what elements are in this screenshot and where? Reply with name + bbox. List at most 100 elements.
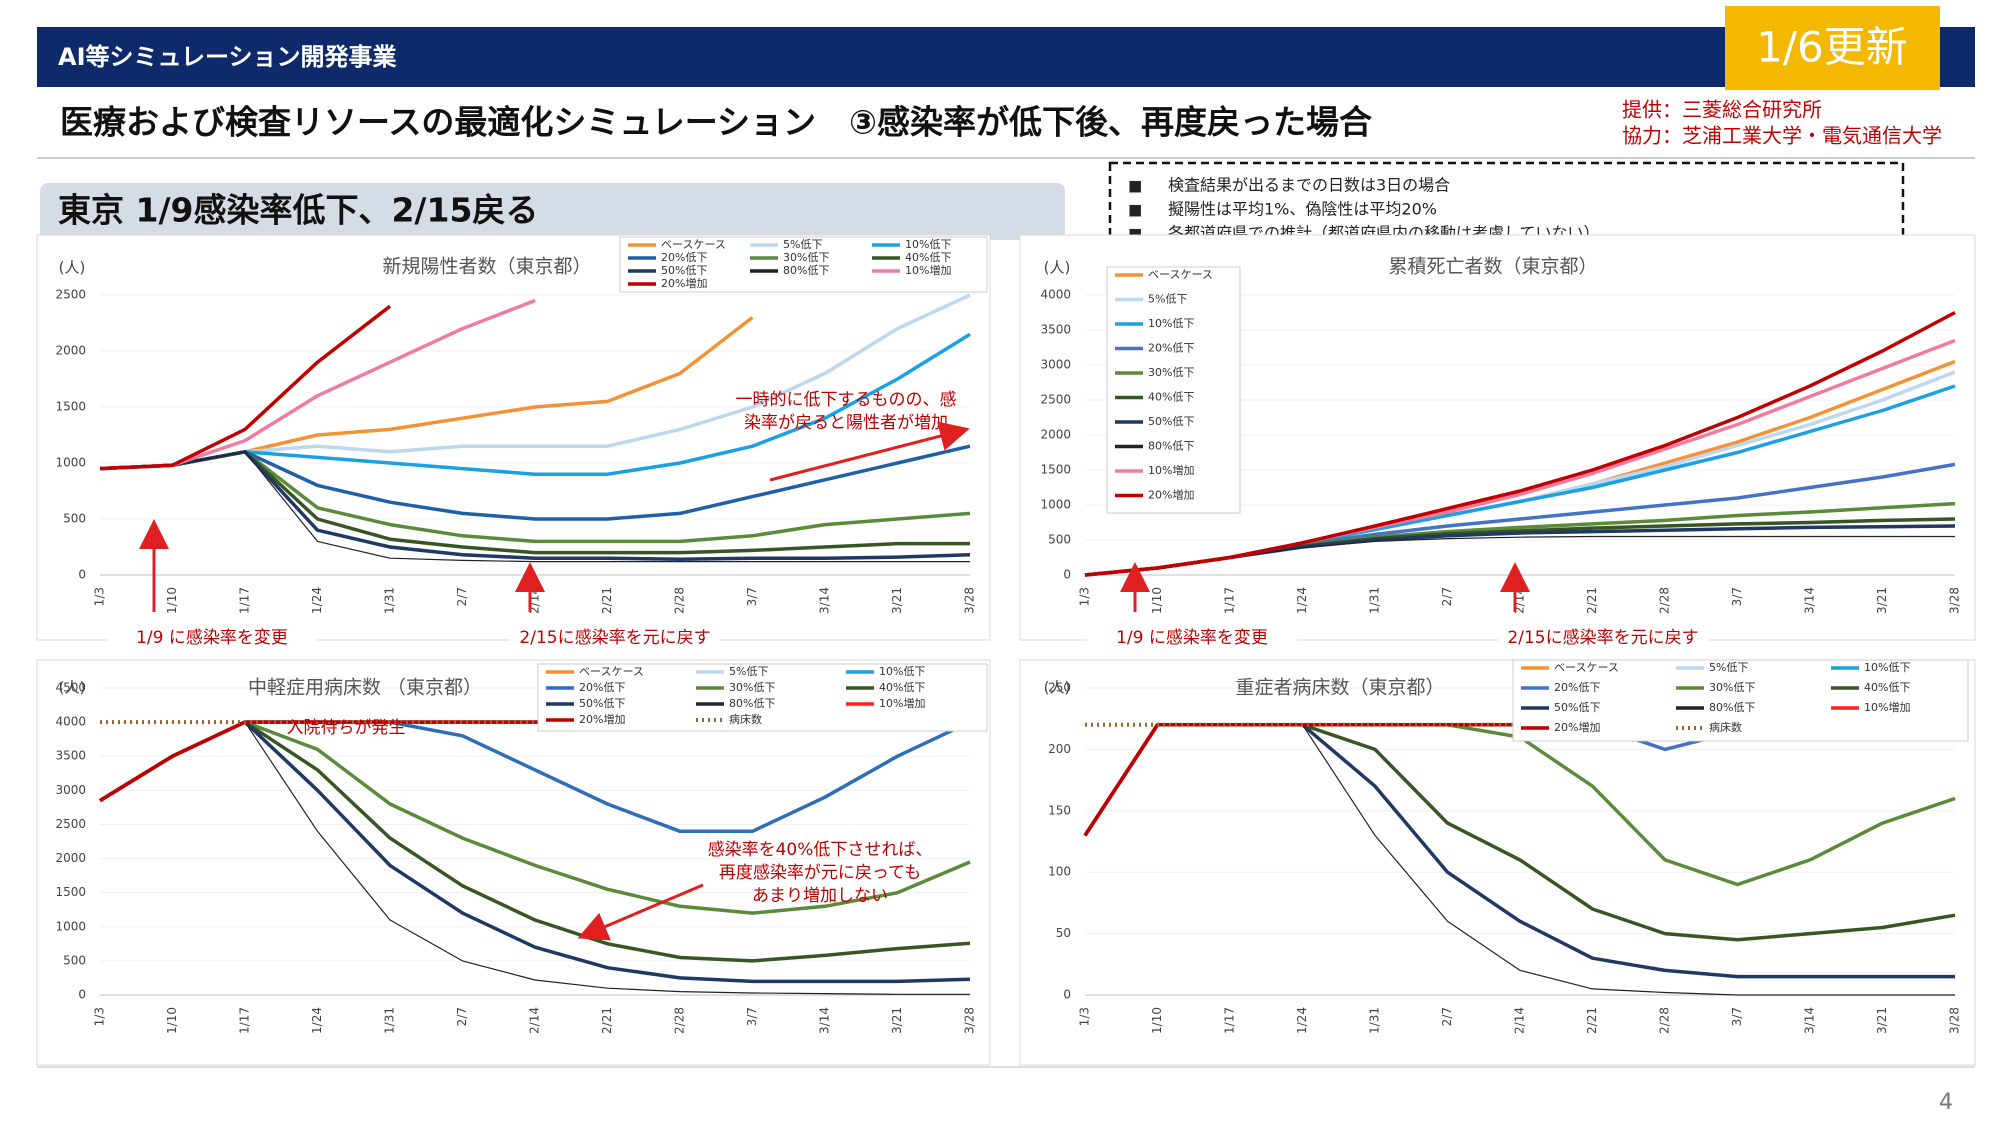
plot-area [99,293,971,563]
x-tick-label: 1/24 [1295,1007,1309,1034]
x-tick-label: 3/28 [963,587,977,614]
y-axis-label: (人) [59,259,86,277]
annotation-bg [1498,625,1708,651]
y-tick-label: 100 [1048,865,1071,879]
x-tick-label: 3/21 [890,587,904,614]
charts: 0 500 1000 1500 2000 2500 1/3 1/10 1/17 1/24 1/31 2… [36,234,1976,1066]
legend-label: 20%低下 [1554,681,1600,694]
legend-label: 40%低下 [1864,681,1910,694]
x-tick-label: 1/3 [93,587,107,606]
series-line [1084,310,1956,577]
y-axis-label: (人) [1044,679,1071,697]
legend-label: 10%増加 [879,697,925,710]
x-tick-label: 3/21 [1875,1007,1889,1034]
x-tick-label: 2/21 [1585,587,1599,614]
x-tick-label: 1/3 [1078,587,1092,606]
x-tick-label: 2/14 [528,1007,542,1034]
provider: 提供：三菱総合研究所 [1622,98,1822,122]
badge-text: 1/6更新 [1756,23,1908,72]
y-tick-label: 500 [1048,533,1071,547]
x-tick-label: 1/3 [1078,1007,1092,1026]
annotation: あまり増加しない [752,886,888,906]
x-tick-label: 3/21 [1875,587,1889,614]
x-tick-label: 1/10 [165,1007,179,1034]
x-tick-label: 1/17 [238,1007,252,1034]
legend-box [537,663,988,732]
legend-label: 40%低下 [879,681,925,694]
x-tick-label: 1/31 [383,587,397,614]
legend-label: 5%低下 [1709,661,1748,674]
x-tick-label: 3/7 [1730,587,1744,606]
y-tick-label: 4000 [55,715,86,729]
annotation: 感染率を40%低下させれば、 [708,840,933,860]
y-tick-label: 50 [1056,926,1071,940]
y-tick-label: 2500 [55,817,86,831]
legend-label: ベースケース [1554,661,1619,674]
annotation-bg [1087,625,1297,651]
y-tick-label: 4500 [55,681,86,695]
x-tick-label: 1/31 [1368,587,1382,614]
y-tick-label: 1500 [55,400,86,414]
y-tick-label: 2000 [55,344,86,358]
x-tick-label: 3/28 [1948,587,1962,614]
legend-label: ベースケース [1148,268,1213,281]
y-tick-label: 2500 [1040,393,1071,407]
y-tick-label: 200 [1048,742,1071,756]
legend-label: 10%低下 [1864,661,1910,674]
y-tick-label: 150 [1048,803,1071,817]
x-tick-label: 2/14 [1513,1007,1527,1034]
header-bar [37,27,1975,87]
legend-label: 30%低下 [1148,366,1194,379]
legend-label: 40%低下 [1148,391,1194,404]
annotation-bg [510,625,720,651]
y-tick-label: 1000 [55,919,86,933]
chart-title: 累積死亡者数（東京都） [1388,256,1597,278]
section-pill [40,183,1065,240]
chart-title: 新規陽性者数（東京都） [382,256,591,278]
legend-label: 10%低下 [905,238,951,251]
cooperation: 協力：芝浦工業大学・電気通信大学 [1622,124,1942,148]
note: 擬陽性は平均1%、偽陰性は平均20% [1168,200,1437,219]
annotation: 1/9 に感染率を変更 [136,628,288,648]
legend-label: 10%増加 [1864,701,1910,714]
legend-label: 50%低下 [1554,701,1600,714]
y-tick-label: 3500 [1040,323,1071,337]
x-tick-label: 2/28 [673,1007,687,1034]
x-tick-label: 3/21 [890,1007,904,1034]
legend-label: 40%低下 [905,251,951,264]
slide-title: 医療および検査リソースの最適化シミュレーション ③感染率が低下後、再度戻った場合 [60,103,1372,142]
legend-label: 30%低下 [783,251,829,264]
y-tick-label: 3000 [55,783,86,797]
annotation: 入院待ちが発生 [287,718,406,738]
bullet: ■ [1128,177,1142,195]
x-tick-label: 1/24 [310,587,324,614]
annotation: 1/9 に感染率を変更 [1116,628,1268,648]
legend-label: 20%低下 [579,681,625,694]
x-tick-label: 2/28 [1658,1007,1672,1034]
legend-box [1512,659,1969,742]
legend-label: 病床数 [729,712,762,726]
legend-label: 80%低下 [783,264,829,277]
y-tick-label: 250 [1048,681,1071,695]
annotation: 2/15に感染率を元に戻す [1507,628,1698,648]
legend-label: 50%低下 [579,697,625,710]
y-tick-label: 0 [78,988,86,1002]
legend-label: 10%増加 [1148,464,1194,477]
annotation: 染率が戻ると陽性者が増加 [744,413,948,433]
y-tick-label: 2500 [55,288,86,302]
legend-label: 80%低下 [1148,440,1194,453]
series-line [99,304,392,471]
y-tick-label: 3000 [1040,358,1071,372]
legend-box [619,236,988,293]
x-tick-label: 2/7 [1440,1007,1454,1026]
legend-label: 80%低下 [729,697,775,710]
x-tick-label: 2/28 [1658,587,1672,614]
section-title: 東京 1/9感染率低下、2/15戻る [58,191,538,230]
annotation: 再度感染率が元に戻っても [719,863,921,883]
chart-title: 重症者病床数（東京都） [1235,677,1444,699]
y-tick-label: 4000 [1040,288,1071,302]
legend-label: 10%低下 [879,665,925,678]
x-tick-label: 1/17 [238,587,252,614]
legend-label: 5%低下 [729,665,768,678]
